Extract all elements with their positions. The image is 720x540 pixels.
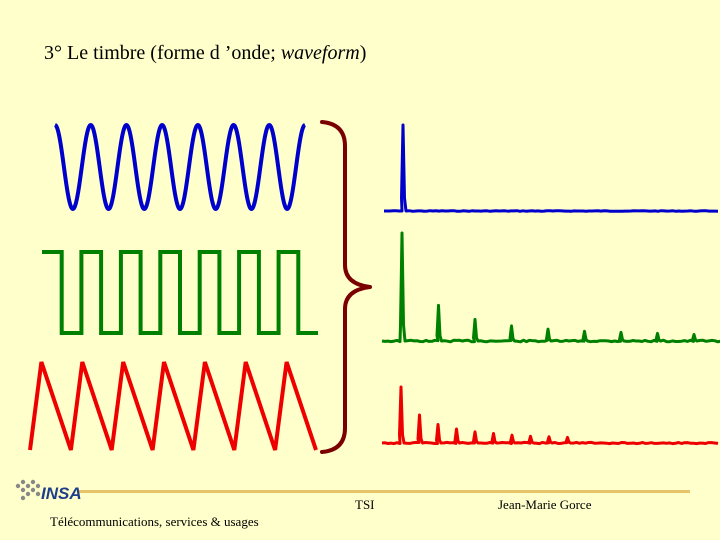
sawtooth-waveform — [28, 361, 318, 451]
slide-title: 3° Le timbre (forme d ’onde; waveform) — [44, 42, 366, 65]
footer-divider — [78, 490, 690, 493]
svg-text:INSA: INSA — [41, 484, 82, 503]
insa-logo-icon: INSA — [12, 472, 88, 512]
title-suffix: ) — [359, 42, 367, 64]
fourier-bracket — [320, 120, 372, 454]
sine-waveform — [53, 123, 307, 211]
square-spectrum — [381, 231, 720, 344]
title-prefix: 3° Le timbre (forme d ’onde; — [44, 42, 281, 64]
sine-spectrum — [384, 123, 719, 213]
footer-organization: Télécommunications, services & usages — [50, 514, 259, 529]
title-emphasis: waveform — [280, 42, 360, 64]
footer-department: TSI — [355, 497, 375, 512]
sawtooth-spectrum — [381, 385, 719, 446]
square-waveform — [42, 250, 318, 335]
footer-author: Jean-Marie Gorce — [498, 497, 592, 512]
